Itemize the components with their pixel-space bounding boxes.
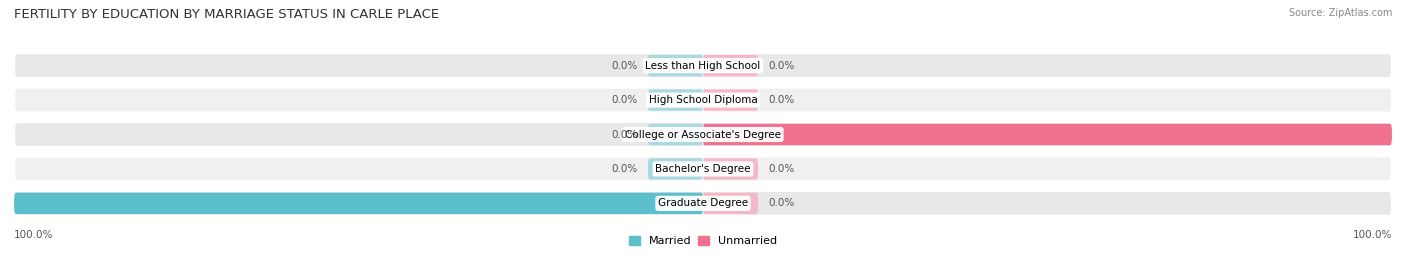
Text: FERTILITY BY EDUCATION BY MARRIAGE STATUS IN CARLE PLACE: FERTILITY BY EDUCATION BY MARRIAGE STATU… xyxy=(14,8,439,21)
FancyBboxPatch shape xyxy=(14,191,1392,216)
Text: 100.0%: 100.0% xyxy=(0,198,4,208)
Text: 0.0%: 0.0% xyxy=(612,95,637,105)
FancyBboxPatch shape xyxy=(703,55,758,76)
Text: Bachelor's Degree: Bachelor's Degree xyxy=(655,164,751,174)
Text: Less than High School: Less than High School xyxy=(645,61,761,71)
FancyBboxPatch shape xyxy=(648,55,703,76)
Text: 100.0%: 100.0% xyxy=(1353,230,1392,240)
Text: 0.0%: 0.0% xyxy=(769,95,794,105)
FancyBboxPatch shape xyxy=(703,158,758,180)
Legend: Married, Unmarried: Married, Unmarried xyxy=(628,236,778,246)
FancyBboxPatch shape xyxy=(648,124,703,145)
FancyBboxPatch shape xyxy=(14,122,1392,147)
FancyBboxPatch shape xyxy=(703,124,1392,145)
FancyBboxPatch shape xyxy=(703,193,758,214)
Text: 100.0%: 100.0% xyxy=(1402,129,1406,140)
FancyBboxPatch shape xyxy=(14,88,1392,112)
Text: College or Associate's Degree: College or Associate's Degree xyxy=(626,129,780,140)
Text: 0.0%: 0.0% xyxy=(769,61,794,71)
Text: 0.0%: 0.0% xyxy=(612,129,637,140)
Text: Source: ZipAtlas.com: Source: ZipAtlas.com xyxy=(1288,8,1392,18)
Text: 0.0%: 0.0% xyxy=(769,198,794,208)
Text: 100.0%: 100.0% xyxy=(14,230,53,240)
Text: 0.0%: 0.0% xyxy=(612,164,637,174)
Text: 0.0%: 0.0% xyxy=(769,164,794,174)
FancyBboxPatch shape xyxy=(703,89,758,111)
FancyBboxPatch shape xyxy=(14,157,1392,181)
Text: 0.0%: 0.0% xyxy=(612,61,637,71)
FancyBboxPatch shape xyxy=(14,193,703,214)
FancyBboxPatch shape xyxy=(648,158,703,180)
Text: High School Diploma: High School Diploma xyxy=(648,95,758,105)
FancyBboxPatch shape xyxy=(648,89,703,111)
Text: Graduate Degree: Graduate Degree xyxy=(658,198,748,208)
FancyBboxPatch shape xyxy=(14,53,1392,78)
